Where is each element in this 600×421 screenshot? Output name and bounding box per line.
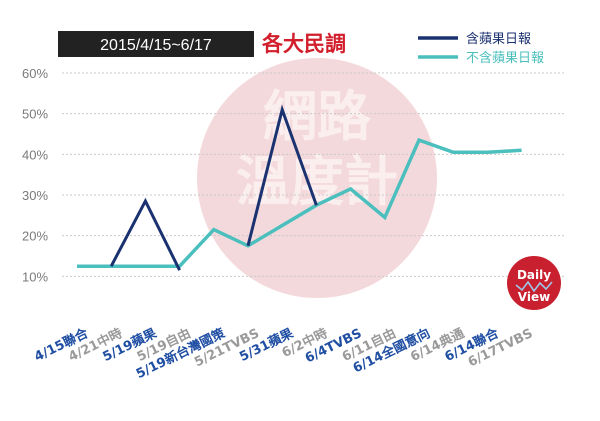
y-tick-label: 20% (22, 229, 48, 244)
y-axis: 10% 20% 30% 40% 50% 60% (22, 66, 48, 284)
y-tick-label: 40% (22, 147, 48, 162)
x-axis: 4/15聯合4/21中時5/19蘋果5/19自由5/19新台灣國策5/21TVB… (32, 325, 536, 382)
dailyview-logo: Daily View (507, 256, 561, 310)
legend: 含蘋果日報 不含蘋果日報 (418, 31, 544, 66)
date-range-label: 2015/4/15~6/17 (100, 37, 212, 54)
series-line-with-apple (246, 104, 318, 247)
legend-label-without-apple: 不含蘋果日報 (466, 50, 544, 66)
watermark-circle (197, 58, 437, 298)
date-range-box (58, 31, 254, 57)
y-tick-label: 60% (22, 66, 48, 81)
dailyview-logo-text-top: Daily (517, 268, 551, 282)
dailyview-logo-text-bottom: View (518, 290, 550, 304)
y-tick-label: 30% (22, 188, 48, 203)
series-line-without-apple (77, 137, 522, 268)
legend-label-with-apple: 含蘋果日報 (466, 31, 531, 47)
series (77, 104, 522, 271)
y-tick-label: 10% (22, 269, 48, 284)
grid (62, 72, 566, 277)
dailyview-logo-circle (507, 256, 561, 310)
header: 2015/4/15~6/17 各大民調 (58, 31, 346, 57)
chart-title: 各大民調 (261, 32, 346, 56)
dailyview-logo-wave-icon (515, 280, 553, 293)
series-line-with-apple (109, 197, 181, 271)
y-tick-label: 50% (22, 107, 48, 122)
